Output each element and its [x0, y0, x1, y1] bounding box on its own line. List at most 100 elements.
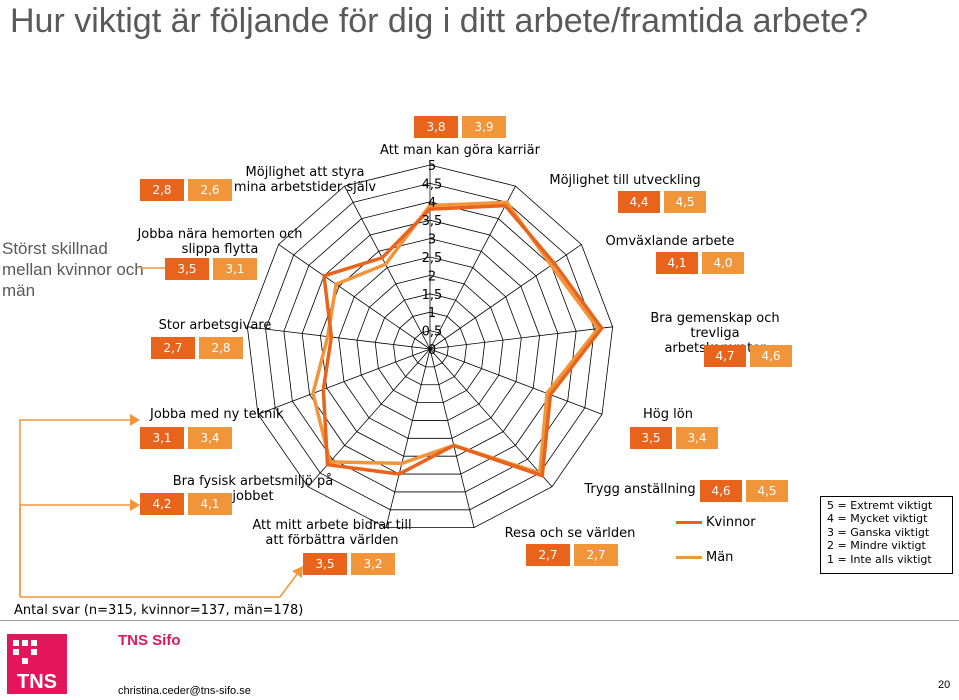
spoke-line — [429, 348, 603, 415]
value-man-omvaxlande: 4,0 — [702, 252, 744, 274]
spoke-line — [429, 348, 475, 528]
value-kvinnor-arbetstider: 2,8 — [140, 179, 184, 201]
cat-label-bidrar: Att mitt arbete bidrar till att förbättr… — [252, 518, 412, 548]
page-number: 20 — [938, 679, 951, 691]
brand-name: TNS Sifo — [118, 632, 181, 649]
legend-swatch-man — [676, 556, 702, 559]
value-kvinnor-ny-teknik: 3,1 — [140, 427, 184, 449]
value-kvinnor-omvaxlande: 4,1 — [656, 252, 698, 274]
radar-spokes — [247, 165, 613, 528]
cat-label-stor-arbetsgivare: Stor arbetsgivare — [158, 318, 272, 333]
tns-logo: TNS — [7, 634, 67, 694]
spoke-line — [429, 185, 516, 350]
value-man-trygg: 4,5 — [746, 480, 788, 502]
value-man-resa: 2,7 — [574, 544, 618, 566]
radial-tick-label: 4,5 — [422, 177, 443, 192]
value-man-stor-arbetsgivare: 2,8 — [199, 337, 243, 359]
radial-tick-label: 2 — [428, 269, 436, 284]
value-man-gemenskap: 4,6 — [750, 345, 792, 367]
value-kvinnor-karriar: 3,8 — [414, 116, 458, 138]
callout-arrow-line — [19, 419, 130, 597]
value-man-bidrar: 3,2 — [351, 553, 395, 575]
page-title: Hur viktigt är följande för dig i ditt a… — [10, 2, 868, 40]
value-kvinnor-resa: 2,7 — [526, 544, 570, 566]
spoke-line — [257, 348, 431, 415]
legend-swatch-kvinnor — [676, 521, 702, 524]
grid-ring — [265, 182, 595, 511]
cat-label-utveckling: Möjlighet till utveckling — [549, 173, 701, 188]
grid-ring — [374, 293, 486, 403]
cat-label-hemorten: Jobba nära hemorten och slippa flytta — [137, 227, 303, 257]
value-man-fysisk: 4,1 — [188, 493, 232, 515]
radial-tick-label: 0 — [428, 343, 436, 358]
scale-legend-item: 2 = Mindre viktigt — [827, 539, 926, 553]
cat-label-omvaxlande: Omväxlande arbete — [605, 234, 735, 249]
grid-ring — [393, 311, 467, 386]
value-kvinnor-hog-lon: 3,5 — [630, 427, 672, 449]
value-kvinnor-trygg: 4,6 — [700, 480, 742, 502]
value-man-arbetstider: 2,6 — [188, 179, 232, 201]
grid-ring — [356, 274, 504, 421]
radial-tick-label: 3,5 — [422, 214, 443, 229]
scale-legend-item: 3 = Ganska viktigt — [827, 525, 930, 539]
callout-arrowhead — [130, 414, 140, 426]
value-kvinnor-bidrar: 3,5 — [303, 553, 347, 575]
radial-tick-label: 5 — [428, 159, 436, 174]
cat-label-hog-lon: Hög lön — [643, 407, 693, 422]
scale-legend-item: 4 = Mycket viktigt — [827, 512, 928, 526]
scale-legend-item: 5 = Extremt viktigt — [827, 499, 933, 512]
spoke-line — [429, 244, 582, 350]
cat-label-arbetstider: Möjlighet att styra mina arbetstider sjä… — [233, 165, 377, 195]
value-kvinnor-gemenskap: 4,7 — [704, 345, 746, 367]
value-man-hog-lon: 3,4 — [676, 427, 718, 449]
spoke-line — [429, 348, 553, 487]
spoke-line — [429, 326, 613, 350]
value-man-utveckling: 4,5 — [664, 191, 706, 213]
radial-tick-label: 3 — [428, 233, 436, 248]
value-kvinnor-hemorten: 3,5 — [165, 258, 209, 280]
scale-legend: 5 = Extremt viktigt 4 = Mycket viktigt 3… — [820, 496, 953, 574]
grid-ring — [338, 256, 522, 439]
value-man-hemorten: 3,1 — [213, 258, 257, 280]
respondent-count: Antal svar (n=315, kvinnor=137, män=178) — [14, 603, 304, 618]
callout-arrow-line — [279, 569, 301, 598]
cat-label-fysisk: Bra fysisk arbetsmiljö på jobbet — [172, 474, 334, 504]
value-man-ny-teknik: 3,4 — [188, 427, 232, 449]
cat-label-trygg: Trygg anställning — [584, 482, 696, 497]
legend-label-man: Män — [706, 550, 734, 565]
grid-ring — [301, 219, 559, 475]
value-kvinnor-fysisk: 4,2 — [140, 493, 184, 515]
grid-ring — [411, 330, 449, 368]
spoke-line — [278, 244, 431, 350]
grid-ring — [246, 164, 614, 529]
footer-divider — [0, 620, 959, 621]
cat-label-resa: Resa och se världen — [504, 526, 636, 541]
cat-label-ny-teknik: Jobba med ny teknik — [150, 407, 284, 422]
radial-tick-label: 4 — [428, 196, 436, 211]
value-kvinnor-stor-arbetsgivare: 2,7 — [151, 337, 195, 359]
grid-ring — [283, 201, 577, 493]
series-line-man — [311, 200, 600, 475]
spoke-line — [385, 348, 431, 528]
side-note: Störst skillnad mellan kvinnor och män — [2, 239, 144, 300]
callout-arrowhead — [292, 566, 303, 578]
tns-logo-text: TNS — [17, 671, 57, 693]
callout-arrowhead — [130, 499, 140, 511]
radial-tick-label: 0,5 — [422, 325, 443, 340]
spoke-line — [247, 326, 431, 350]
series-line-kvinnor — [321, 203, 604, 478]
radar-series — [311, 200, 604, 478]
contact-email: christina.ceder@tns-sifo.se — [118, 685, 251, 697]
spoke-line — [344, 185, 431, 350]
cat-label-karriar: Att man kan göra karriär — [380, 143, 540, 158]
scale-legend-item: 1 = Inte alls viktigt — [827, 552, 932, 566]
legend-label-kvinnor: Kvinnor — [706, 515, 756, 530]
value-kvinnor-utveckling: 4,4 — [618, 191, 660, 213]
value-man-karriar: 3,9 — [462, 116, 506, 138]
radial-tick-labels: 0 0,5 1 1,5 2 2,5 3 3,5 4 4,5 5 — [422, 159, 443, 358]
radial-tick-label: 1,5 — [422, 288, 443, 303]
radial-tick-label: 2,5 — [422, 251, 443, 266]
callout-arrow-line — [19, 504, 130, 597]
radial-tick-label: 1 — [428, 306, 436, 321]
